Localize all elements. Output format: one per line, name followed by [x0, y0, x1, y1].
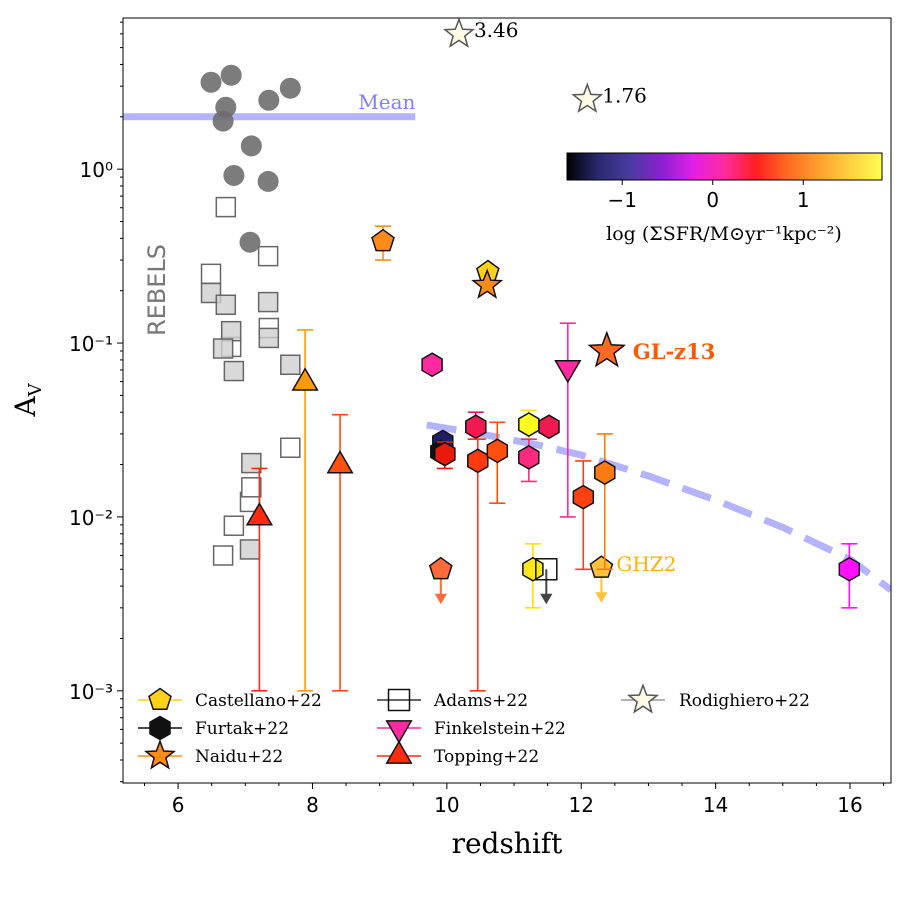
data-point-star: [587, 330, 627, 368]
rebels-limit-filled: [258, 327, 280, 349]
rebels-limit-filled: [223, 360, 245, 382]
rebels-limit-open: [241, 477, 262, 498]
upper-limit-arrowhead: [434, 593, 447, 605]
x-tick-label: 16: [837, 793, 862, 817]
upper-limit-arrowhead: [540, 593, 553, 605]
rebels-detection: [200, 71, 222, 93]
colorbar-label: log (ΣSFR/M⊙yr⁻¹kpc⁻²): [606, 223, 842, 245]
rebels-limit-open: [223, 515, 245, 536]
colorbar-tick-label: 0: [706, 188, 719, 212]
x-tick-label: 10: [434, 793, 459, 817]
x-tick-label: 14: [703, 793, 728, 817]
legend-marker-star: [626, 683, 660, 714]
colorbar-tick-label: 1: [797, 188, 810, 212]
y-tick-label: 10⁻³: [69, 680, 113, 704]
y-axis-label: AV: [9, 382, 46, 417]
y-tick-label: 10⁻¹: [69, 332, 113, 356]
legend-marker-star: [143, 739, 177, 770]
data-point-pentagon: [428, 556, 453, 580]
x-axis-label: redshift: [452, 827, 564, 860]
data-point-pentagon: [589, 555, 614, 578]
data-point-tri-up: [326, 449, 354, 474]
mean-label: Mean: [358, 90, 415, 114]
legend-marker-tri-up: [385, 740, 413, 764]
data-point-hexagon: [518, 412, 540, 437]
data-point-square: [535, 558, 558, 581]
data-point-hexagon: [538, 414, 560, 440]
data-point-hexagon: [421, 352, 443, 378]
legend-label: Furtak+22: [195, 719, 289, 739]
rebels-limit-open: [215, 196, 237, 218]
data-point-hexagon: [486, 438, 509, 464]
legend-label: Topping+22: [434, 747, 539, 767]
plot-marks: [123, 18, 891, 692]
legend-label: Castellano+22: [195, 691, 322, 711]
x-tick-label: 8: [306, 793, 319, 817]
rebels-detection: [240, 135, 262, 157]
legend-marker-hexagon: [149, 715, 171, 741]
rebels-limit-open: [212, 545, 234, 566]
rebels-limit-filled: [280, 354, 301, 376]
rebels-detection: [223, 164, 245, 186]
point-label: GL-z13: [633, 339, 716, 364]
rebels-detection: [239, 231, 261, 253]
data-point-hexagon: [465, 414, 487, 440]
data-point-tri-up: [291, 367, 319, 391]
rebels-label: REBELS: [143, 244, 171, 336]
colorbar: −1 0 1: [566, 152, 883, 212]
rebels-detection: [257, 170, 279, 192]
rebels-limit-filled: [212, 338, 234, 359]
rebels-limit-filled: [239, 539, 261, 560]
data-point-hexagon: [467, 448, 489, 474]
colorbar-gradient: [566, 152, 883, 181]
rebels-detection: [258, 89, 280, 111]
rebels-detection: [279, 77, 301, 99]
data-point-hexagon: [838, 556, 861, 582]
legend-label: Adams+22: [433, 691, 528, 711]
rebels-limit-filled: [241, 452, 262, 474]
rebels-limit-open: [200, 263, 222, 285]
legend-marker-pentagon: [148, 687, 172, 711]
data-point-hexagon: [518, 444, 540, 470]
x-tick-label: 6: [172, 793, 185, 817]
data-point-pentagon: [371, 228, 395, 252]
rebels-limit-open: [257, 245, 279, 267]
legend-label: Naidu+22: [195, 747, 283, 767]
data-point-tri-up: [245, 502, 273, 526]
point-label: 1.76: [602, 83, 647, 107]
legend-marker-square: [387, 688, 411, 712]
rebels-limit-filled: [215, 294, 237, 316]
legend-label: Finkelstein+22: [434, 719, 566, 739]
legend-marker-tri-down: [385, 720, 413, 744]
legend: Castellano+22 Furtak+22 Naidu+22 Adams+22 Fi…: [138, 683, 810, 770]
rebels-limit-filled: [220, 320, 242, 342]
colorbar-tick-label: −1: [607, 188, 636, 212]
data-point-hexagon: [434, 441, 456, 467]
data-point-hexagon: [572, 484, 595, 510]
plot-frame: [122, 17, 892, 784]
point-label: 3.46: [474, 18, 519, 42]
data-point-tri-down: [554, 360, 582, 384]
rebels-detection: [220, 64, 242, 86]
y-tick-label: 10⁰: [80, 158, 113, 182]
data-point-star: [442, 18, 475, 48]
data-point-hexagon: [594, 460, 616, 485]
rebels-detection: [212, 110, 234, 132]
rebels-limit-filled: [257, 291, 279, 313]
model-curve: [426, 421, 891, 593]
data-point-hexagon: [522, 556, 544, 582]
y-tick-label: 10⁻²: [69, 506, 113, 530]
point-label: GHZ2: [616, 552, 676, 576]
rebels-limit-open: [280, 437, 301, 458]
upper-limit-arrowhead: [595, 592, 608, 603]
x-tick-label: 12: [569, 793, 594, 817]
legend-label: Rodighiero+22: [679, 691, 810, 711]
data-point-star: [571, 82, 604, 113]
data-point-star: [471, 268, 504, 299]
